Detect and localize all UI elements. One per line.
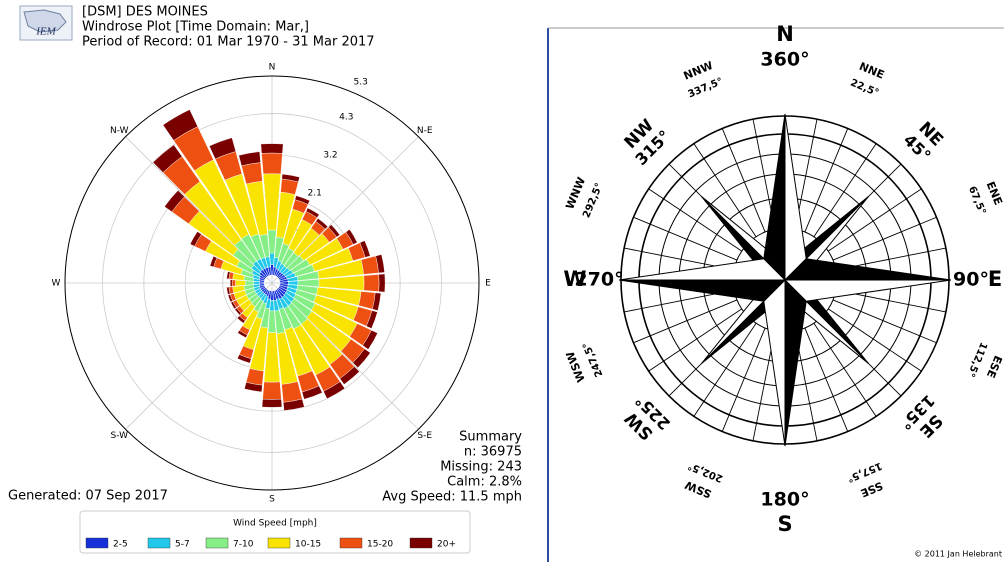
compass-spoke [722, 328, 765, 431]
wind-bar [270, 300, 274, 311]
legend-label: 20+ [437, 540, 456, 550]
star-arm-dark [619, 280, 785, 301]
compass-spoke [805, 328, 848, 431]
legend-label: 10-15 [295, 540, 321, 550]
wind-bar [230, 280, 232, 287]
summary-line: Missing: 243 [440, 460, 522, 475]
wind-bar [261, 144, 283, 154]
compass-point: ENE [984, 180, 1004, 207]
compass-cardinal: E [988, 267, 1002, 291]
star-arm-light [764, 280, 785, 446]
compass-point: NNE [857, 60, 886, 82]
wind-bar [245, 281, 254, 285]
radial-tick-label: 2.1 [308, 189, 322, 199]
compass-degree: 90° [953, 269, 989, 291]
direction-label: S-W [111, 431, 129, 441]
logo-text: IEM [35, 26, 56, 38]
star-arm-dark [785, 259, 951, 280]
radial-tick-label: 5.3 [354, 78, 368, 88]
radial-tick-label: 3.2 [323, 151, 337, 161]
wind-bar [270, 253, 275, 264]
star-arm-dark [785, 280, 806, 446]
legend-swatch [206, 538, 228, 548]
direction-label: N [269, 63, 276, 73]
compass-degree: 22,5° [849, 78, 881, 100]
compass-spoke [633, 217, 736, 260]
legend-swatch [148, 538, 170, 548]
compass-point: ESE [984, 354, 1004, 380]
compass-degree: 67,5° [966, 185, 988, 217]
legend-title: Wind Speed [mph] [233, 519, 317, 529]
compass-rose: N360°NNE22,5°NE45°ENE67,5°E90°ESE112,5°S… [548, 22, 1004, 562]
direction-label: E [485, 279, 491, 289]
radial-tick-label: 4.3 [339, 112, 353, 122]
star-arm-light [619, 259, 785, 280]
header-line: [DSM] DES MOINES [82, 5, 208, 20]
wind-bar [262, 399, 282, 407]
compass-degree: 360° [760, 49, 809, 71]
legend-label: 15-20 [367, 540, 393, 550]
wind-bar [364, 274, 379, 291]
wind-bar [235, 280, 245, 286]
wind-bar [263, 382, 282, 400]
legend-label: 7-10 [233, 540, 254, 550]
legend-swatch [410, 538, 432, 548]
header-line: Period of Record: 01 Mar 1970 - 31 Mar 2… [82, 35, 375, 50]
star-arm-light [785, 114, 806, 280]
legend-swatch [340, 538, 362, 548]
star-arm-dark [764, 114, 785, 280]
summary-title: Summary [459, 430, 522, 445]
compass-cardinal: N [776, 22, 794, 46]
wind-bar [232, 280, 235, 286]
compass-point: NNW [682, 59, 715, 83]
legend: Wind Speed [mph] 2-5 5-7 7-10 10-15 15-20 20+ [80, 511, 470, 553]
page: IEM [DSM] DES MOINES Windrose Plot [Time… [0, 0, 1004, 562]
compass-spoke [833, 217, 936, 260]
compass-spoke [833, 300, 936, 343]
logo: IEM [20, 6, 72, 40]
wind-bar [288, 281, 298, 285]
credit: © 2011 Jan Helebrant [914, 550, 1002, 559]
compass-point: SSW [683, 478, 713, 501]
compass-spoke [722, 128, 765, 231]
legend-swatch [268, 538, 290, 548]
compass-spoke [805, 128, 848, 231]
compass-point: SSE [859, 479, 885, 500]
compass-cardinal: S [777, 512, 792, 536]
summary-line: n: 36975 [464, 445, 522, 460]
compass-degree: 270° [574, 269, 623, 291]
star-arm-light [785, 280, 951, 301]
direction-label: S [269, 495, 275, 505]
legend-swatch [86, 538, 108, 548]
wind-bar [379, 274, 385, 292]
wind-bar [262, 153, 283, 174]
compass-degree: 180° [760, 489, 809, 511]
direction-label: N-W [110, 126, 129, 136]
direction-label: W [52, 279, 61, 289]
wind-bar [254, 282, 260, 285]
legend-label: 5-7 [175, 540, 190, 550]
windrose: NN-EES-ESS-WWN-W1.12.13.24.35.3 [52, 63, 492, 505]
summary-line: Calm: 2.8% [447, 475, 522, 490]
summary-line: Avg Speed: 11.5 mph [382, 490, 522, 505]
direction-label: S-E [417, 431, 432, 441]
compass-spoke [633, 300, 736, 343]
generated: Generated: 07 Sep 2017 [8, 489, 168, 504]
header-line: Windrose Plot [Time Domain: Mar,] [82, 20, 309, 35]
legend-label: 2-5 [113, 540, 128, 550]
direction-label: N-E [417, 126, 433, 136]
